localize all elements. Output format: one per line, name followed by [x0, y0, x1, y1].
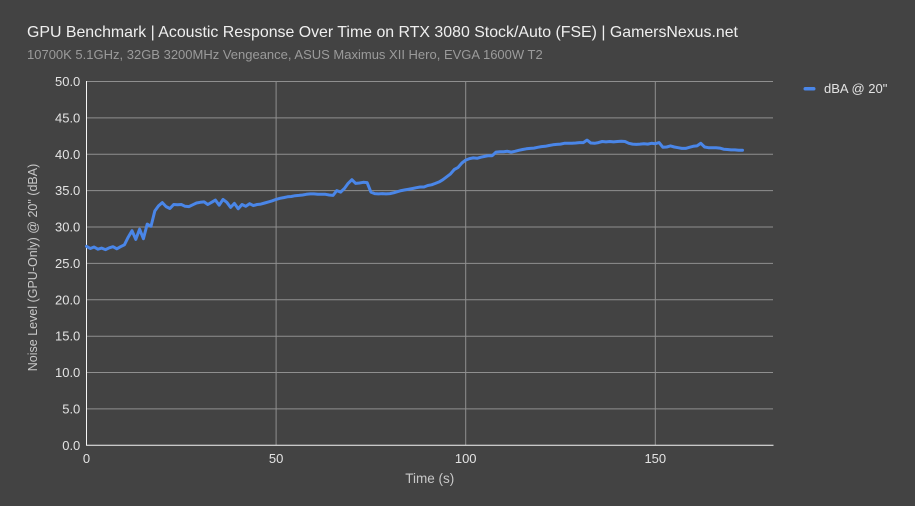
svg-text:10.0: 10.0	[55, 365, 80, 380]
svg-text:5.0: 5.0	[62, 401, 80, 416]
svg-text:dBA @ 20": dBA @ 20"	[824, 81, 888, 96]
svg-text:40.0: 40.0	[55, 147, 80, 162]
svg-text:15.0: 15.0	[55, 329, 80, 344]
svg-text:50.0: 50.0	[55, 74, 80, 89]
svg-text:150: 150	[644, 451, 666, 466]
svg-text:Noise Level (GPU-Only) @ 20" (: Noise Level (GPU-Only) @ 20" (dBA)	[26, 164, 40, 371]
svg-text:100: 100	[455, 451, 477, 466]
svg-text:0: 0	[83, 451, 90, 466]
svg-text:45.0: 45.0	[55, 110, 80, 125]
svg-text:Time (s): Time (s)	[405, 471, 454, 486]
svg-text:50: 50	[269, 451, 283, 466]
svg-text:25.0: 25.0	[55, 256, 80, 271]
svg-text:30.0: 30.0	[55, 220, 80, 235]
svg-text:10700K 5.1GHz, 32GB 3200MHz Ve: 10700K 5.1GHz, 32GB 3200MHz Vengeance, A…	[27, 47, 543, 62]
svg-text:20.0: 20.0	[55, 292, 80, 307]
svg-text:35.0: 35.0	[55, 183, 80, 198]
svg-text:0.0: 0.0	[62, 438, 80, 453]
svg-text:GPU Benchmark | Acoustic Respo: GPU Benchmark | Acoustic Response Over T…	[27, 24, 739, 41]
